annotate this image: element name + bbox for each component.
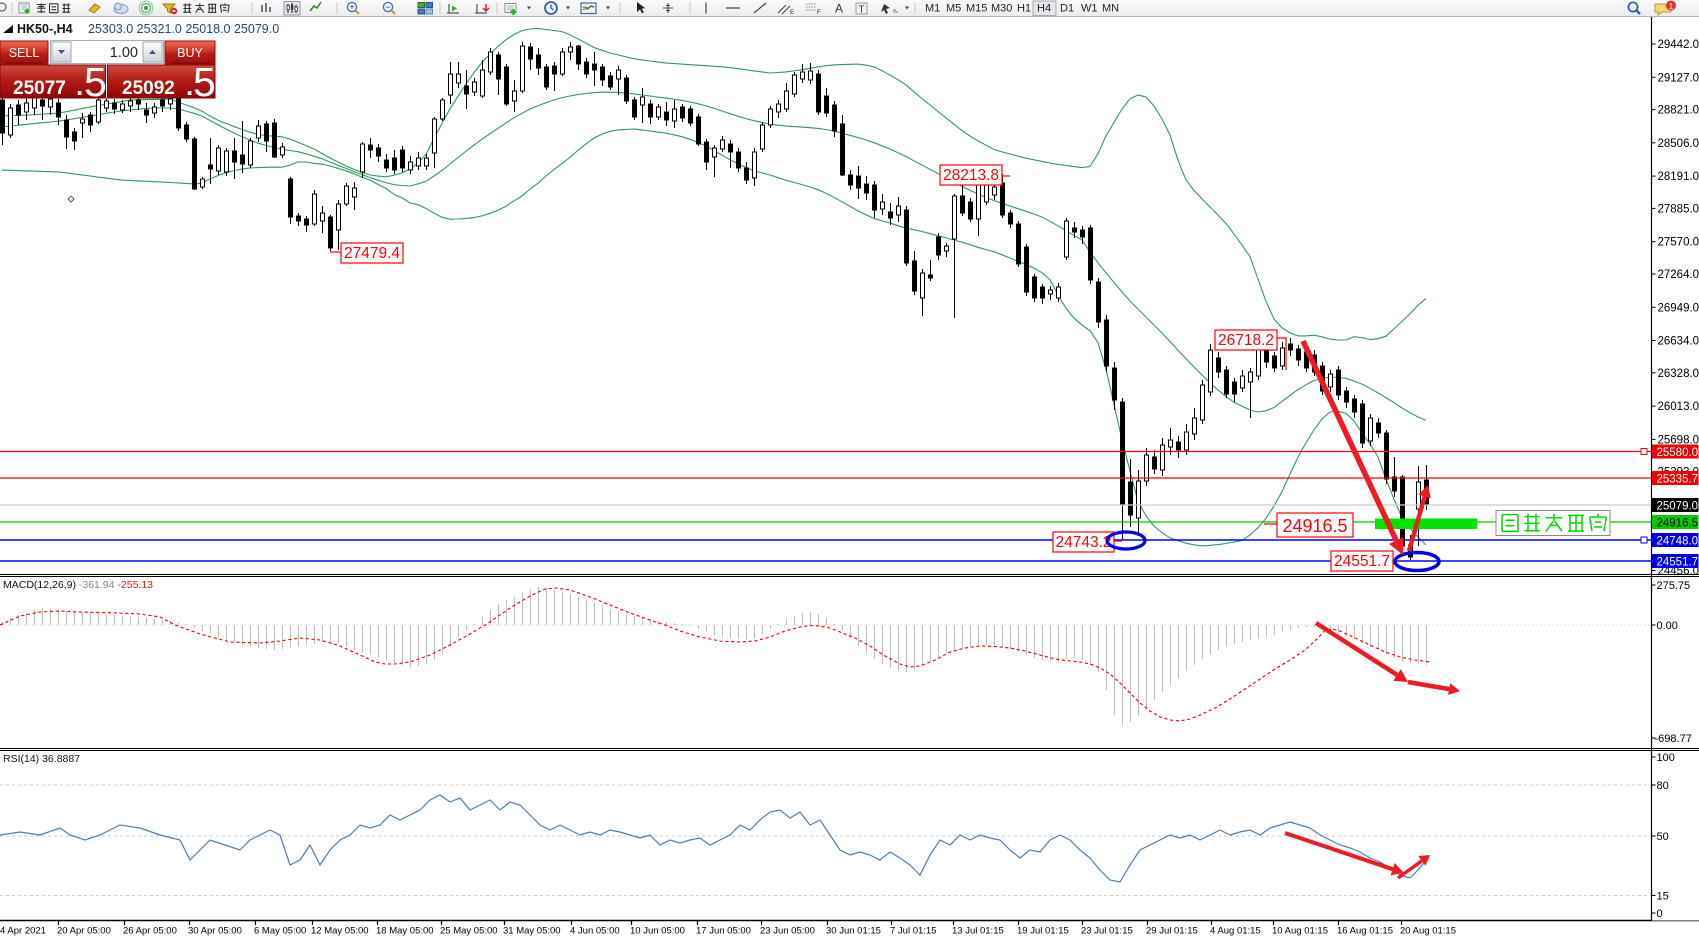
svg-text:.: . <box>186 71 193 101</box>
svg-text:1: 1 <box>1669 1 1674 11</box>
svg-text:25079.0: 25079.0 <box>1657 501 1699 513</box>
svg-text:25335.7: 25335.7 <box>1657 474 1699 486</box>
svg-text:25303.0 25321.0 25018.0 25079.: 25303.0 25321.0 25018.0 25079.0 <box>88 22 279 36</box>
svg-text:29442.0: 29442.0 <box>1658 39 1699 51</box>
svg-text:25092: 25092 <box>122 78 175 99</box>
svg-text:29127.0: 29127.0 <box>1658 72 1699 84</box>
svg-text:D1: D1 <box>1060 3 1074 15</box>
svg-text:M1: M1 <box>925 3 940 15</box>
svg-text:24551.7: 24551.7 <box>1334 553 1390 570</box>
svg-text:M15: M15 <box>966 3 987 15</box>
svg-text:26718.2: 26718.2 <box>1218 332 1274 349</box>
svg-text:27885.0: 27885.0 <box>1658 203 1699 215</box>
svg-text:18 May 05:00: 18 May 05:00 <box>376 926 434 937</box>
svg-text:23 Jun 05:00: 23 Jun 05:00 <box>760 926 815 937</box>
svg-text:24551.7: 24551.7 <box>1657 557 1699 569</box>
svg-text:SELL: SELL <box>9 46 40 60</box>
svg-text:27570.0: 27570.0 <box>1658 237 1699 249</box>
svg-text:−: − <box>385 2 390 12</box>
svg-text:24456.0: 24456.0 <box>1658 566 1699 578</box>
svg-text:26949.0: 26949.0 <box>1658 302 1699 314</box>
svg-text:7 Jul 01:15: 7 Jul 01:15 <box>890 926 936 937</box>
svg-text:23 Jul 01:15: 23 Jul 01:15 <box>1081 926 1133 937</box>
svg-text:W1: W1 <box>1081 3 1098 15</box>
svg-text:F: F <box>817 10 821 16</box>
svg-text:25698.0: 25698.0 <box>1658 434 1699 446</box>
svg-text:28821.0: 28821.0 <box>1658 105 1699 117</box>
svg-text:25 May 05:00: 25 May 05:00 <box>440 926 498 937</box>
svg-text:0: 0 <box>1657 908 1663 920</box>
svg-text:25580.0: 25580.0 <box>1657 447 1699 459</box>
svg-text:MACD(12,26,9) -361.94 -255.13: MACD(12,26,9) -361.94 -255.13 <box>3 579 153 591</box>
svg-text:80: 80 <box>1657 780 1669 792</box>
svg-text:24743.2: 24743.2 <box>1055 534 1111 551</box>
svg-text:1.00: 1.00 <box>110 45 138 61</box>
svg-text:16 Aug 01:15: 16 Aug 01:15 <box>1337 926 1393 937</box>
svg-text:-698.77: -698.77 <box>1655 733 1692 745</box>
svg-text:26013.0: 26013.0 <box>1658 401 1699 413</box>
svg-text:28506.0: 28506.0 <box>1658 138 1699 150</box>
svg-text:4 Apr 2021: 4 Apr 2021 <box>0 926 46 937</box>
svg-text:13 Jul 01:15: 13 Jul 01:15 <box>952 926 1004 937</box>
svg-text:M5: M5 <box>946 3 961 15</box>
svg-text:25077: 25077 <box>13 78 66 99</box>
svg-text:RSI(14) 36.8887: RSI(14) 36.8887 <box>3 753 80 765</box>
svg-text:5: 5 <box>84 59 107 105</box>
svg-text:12 May 05:00: 12 May 05:00 <box>311 926 369 937</box>
svg-text:HK50-,H4: HK50-,H4 <box>17 22 73 36</box>
svg-text:+: + <box>349 2 354 12</box>
svg-text:275.75: 275.75 <box>1657 580 1691 592</box>
svg-text:A: A <box>835 2 843 16</box>
svg-text:20 Aug 01:15: 20 Aug 01:15 <box>1400 926 1456 937</box>
svg-text:6 May 05:00: 6 May 05:00 <box>254 926 306 937</box>
svg-text:H1: H1 <box>1017 3 1031 15</box>
svg-text:17 Jun 05:00: 17 Jun 05:00 <box>696 926 751 937</box>
svg-text:10 Jun 05:00: 10 Jun 05:00 <box>630 926 685 937</box>
svg-text:28191.0: 28191.0 <box>1658 171 1699 183</box>
svg-text:E: E <box>790 10 794 16</box>
svg-text:15: 15 <box>1657 891 1669 903</box>
svg-text:29 Jul 01:15: 29 Jul 01:15 <box>1146 926 1198 937</box>
svg-text:H4: H4 <box>1037 3 1051 15</box>
svg-text:4 Aug 01:15: 4 Aug 01:15 <box>1210 926 1261 937</box>
svg-text:31 May 05:00: 31 May 05:00 <box>503 926 561 937</box>
svg-text:24748.0: 24748.0 <box>1657 536 1699 548</box>
svg-text:28213.8: 28213.8 <box>943 167 999 184</box>
svg-text:20 Apr 05:00: 20 Apr 05:00 <box>57 926 111 937</box>
svg-text:0.00: 0.00 <box>1657 620 1678 632</box>
svg-text:27264.0: 27264.0 <box>1658 269 1699 281</box>
svg-text:BUY: BUY <box>177 46 203 60</box>
svg-text:100: 100 <box>1657 752 1675 764</box>
svg-text:30 Apr 05:00: 30 Apr 05:00 <box>188 926 242 937</box>
svg-text:26328.0: 26328.0 <box>1658 368 1699 380</box>
svg-text:M30: M30 <box>991 3 1012 15</box>
svg-text:.: . <box>76 71 83 101</box>
svg-text:26634.0: 26634.0 <box>1658 336 1699 348</box>
svg-text:27479.4: 27479.4 <box>344 245 400 262</box>
svg-text:24916.5: 24916.5 <box>1657 518 1699 530</box>
svg-text:19 Jul 01:15: 19 Jul 01:15 <box>1017 926 1069 937</box>
svg-text:26 Apr 05:00: 26 Apr 05:00 <box>123 926 177 937</box>
svg-text:4 Jun 05:00: 4 Jun 05:00 <box>570 926 620 937</box>
svg-text:MN: MN <box>1102 3 1119 15</box>
svg-text:5: 5 <box>193 59 216 105</box>
svg-text:T: T <box>859 5 865 16</box>
svg-text:10 Aug 01:15: 10 Aug 01:15 <box>1272 926 1328 937</box>
svg-text:30 Jun 01:15: 30 Jun 01:15 <box>826 926 881 937</box>
svg-text:50: 50 <box>1657 831 1669 843</box>
svg-text:24916.5: 24916.5 <box>1282 516 1347 536</box>
